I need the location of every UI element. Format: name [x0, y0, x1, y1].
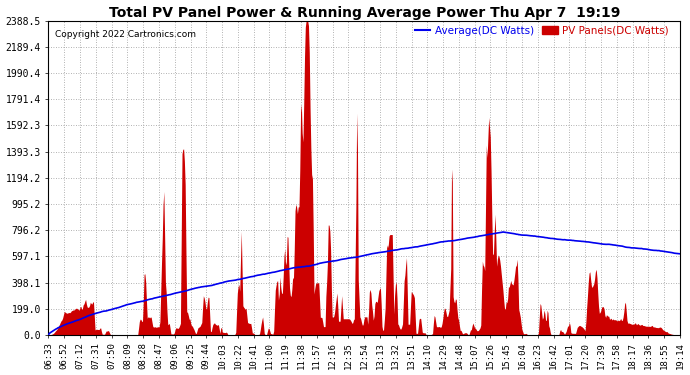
Title: Total PV Panel Power & Running Average Power Thu Apr 7  19:19: Total PV Panel Power & Running Average P… — [108, 6, 620, 20]
Text: Copyright 2022 Cartronics.com: Copyright 2022 Cartronics.com — [55, 30, 196, 39]
Legend: Average(DC Watts), PV Panels(DC Watts): Average(DC Watts), PV Panels(DC Watts) — [415, 26, 669, 36]
